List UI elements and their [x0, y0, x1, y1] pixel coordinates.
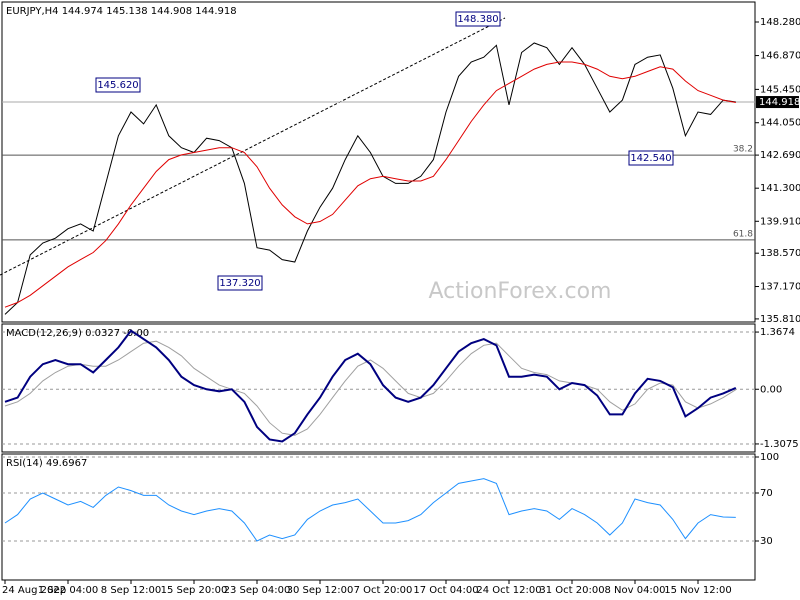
y-tick-label: -1.3075: [760, 439, 799, 450]
watermark: ActionForex.com: [429, 279, 612, 304]
panel-frame: [1, 1, 756, 323]
panel-title: RSI(14) 49.6967: [6, 458, 87, 469]
series-line: [4, 61, 736, 308]
panel-title: EURJPY,H4 144.974 145.138 144.908 144.91…: [6, 6, 237, 17]
y-tick-label: 0.00: [760, 384, 782, 395]
y-tick-label: 70: [760, 488, 773, 499]
annotation-box: [455, 11, 501, 27]
x-tick-label: 8 Nov 04:00: [604, 585, 665, 596]
annotation-box: [628, 150, 674, 166]
panel-title: MACD(12,26,9) 0.0327 -0.00: [6, 328, 149, 339]
y-tick-label: 135.810: [760, 314, 800, 325]
y-tick-label: 145.450: [760, 84, 800, 95]
x-tick-label: 30 Sep 12:00: [287, 585, 354, 596]
annotation: 142.540: [630, 153, 671, 164]
x-tick-label: 31 Oct 20:00: [539, 585, 604, 596]
x-tick-label: 15 Sep 20:00: [161, 585, 228, 596]
panel-frame: [1, 453, 756, 581]
annotation-box: [95, 77, 141, 93]
y-tick-label: 137.170: [760, 282, 800, 293]
price-label: 144.918: [759, 97, 800, 108]
y-tick-label: 141.300: [760, 183, 800, 194]
annotation: 148.380: [457, 14, 498, 25]
annotation: 145.620: [97, 80, 138, 91]
y-tick-label: 100: [760, 452, 779, 463]
y-tick-label: 139.910: [760, 216, 800, 227]
series-line: [4, 42, 736, 315]
y-tick-label: 30: [760, 536, 773, 547]
series-line: [4, 478, 736, 542]
annotation: 137.320: [219, 278, 260, 289]
panel-frame: [1, 323, 756, 453]
x-tick-label: 24 Oct 12:00: [476, 585, 541, 596]
x-tick-label: 23 Sep 04:00: [224, 585, 291, 596]
y-tick-label: 1.3674: [760, 327, 795, 338]
y-tick-label: 144.050: [760, 118, 800, 129]
price-box: [756, 96, 799, 109]
fib-label: 61.8: [733, 229, 753, 239]
y-tick-label: 142.690: [760, 150, 800, 161]
series-line: [4, 329, 737, 443]
y-tick-label: 138.570: [760, 248, 800, 259]
y-tick-label: 146.870: [760, 51, 800, 62]
y-tick-label: 148.280: [760, 17, 800, 28]
x-tick-label: 17 Oct 04:00: [413, 585, 478, 596]
series-line: [4, 340, 737, 436]
x-tick-label: 1 Sep 04:00: [38, 585, 98, 596]
x-tick-label: 7 Oct 20:00: [354, 585, 413, 596]
annotation-box: [217, 275, 263, 291]
x-tick-label: 15 Nov 12:00: [664, 585, 731, 596]
x-tick-label: 24 Aug 2022: [2, 585, 66, 596]
trend-line: [0, 17, 506, 276]
x-tick-label: 8 Sep 12:00: [101, 585, 161, 596]
fib-label: 38.2: [733, 145, 753, 155]
